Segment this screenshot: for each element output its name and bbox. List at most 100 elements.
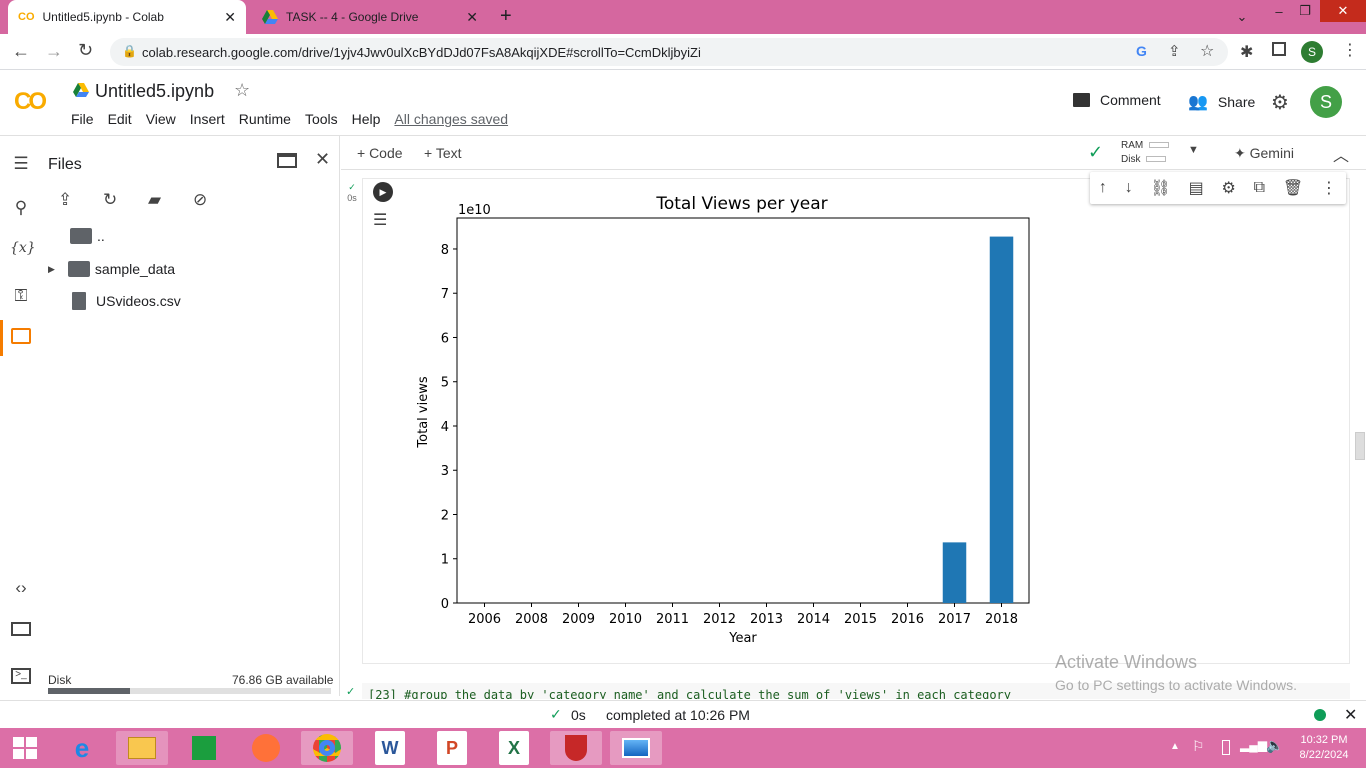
menu-tools[interactable]: Tools bbox=[304, 111, 338, 127]
notebook-area bbox=[341, 170, 1351, 696]
colab-logo-icon[interactable]: CO bbox=[14, 88, 47, 115]
internet-explorer-icon[interactable]: e bbox=[74, 732, 90, 763]
back-icon[interactable]: ← bbox=[12, 41, 30, 61]
run-cell-button[interactable]: ▶ bbox=[373, 182, 393, 202]
tab-drive[interactable]: TASK -- 4 - Google Drive ✕ bbox=[252, 0, 488, 34]
tray-volume-icon[interactable]: 🔈 bbox=[1266, 737, 1284, 753]
forward-icon[interactable]: → bbox=[45, 41, 63, 61]
close-panel-icon[interactable]: ✕ bbox=[315, 149, 331, 169]
bookmark-star-icon[interactable]: ☆ bbox=[1200, 43, 1215, 60]
profile-avatar[interactable]: S bbox=[1301, 41, 1323, 63]
comment-cell-icon[interactable]: ▤ bbox=[1188, 180, 1204, 197]
save-status-link[interactable]: All changes saved bbox=[394, 111, 509, 127]
bar-chart: Total Views per year 1e10 0 1 2 3 4 5 6 7 8 2006… bbox=[416, 194, 1030, 646]
file-explorer-icon[interactable] bbox=[116, 731, 168, 765]
scrollbar-thumb[interactable] bbox=[1355, 432, 1365, 460]
x-tick-label: 2010 bbox=[609, 612, 642, 627]
menu-insert[interactable]: Insert bbox=[189, 111, 225, 127]
menu-runtime[interactable]: Runtime bbox=[238, 111, 291, 127]
drive-icon bbox=[73, 83, 89, 97]
file-row-sample-data[interactable]: ▶ sample_data bbox=[48, 261, 175, 277]
comment-button[interactable]: Comment bbox=[1073, 92, 1161, 108]
tray-battery-icon[interactable] bbox=[1222, 740, 1230, 755]
resources-indicator[interactable]: RAM Disk bbox=[1121, 139, 1170, 167]
expand-arrow-icon[interactable]: ▶ bbox=[48, 263, 55, 274]
share-page-icon[interactable]: ⇪ bbox=[1168, 43, 1181, 60]
url-field[interactable]: 🔒 colab.research.google.com/drive/1yjv4J… bbox=[110, 38, 1228, 66]
account-avatar[interactable]: S bbox=[1310, 86, 1342, 118]
star-notebook-icon[interactable]: ☆ bbox=[234, 80, 251, 100]
photos-icon[interactable] bbox=[610, 731, 662, 765]
move-down-icon[interactable]: ↓ bbox=[1124, 179, 1133, 196]
y-tick-label: 2 bbox=[441, 508, 449, 523]
new-tab-button[interactable]: + bbox=[500, 5, 512, 27]
gemini-button[interactable]: ✦ Gemini bbox=[1234, 145, 1294, 162]
restore-button[interactable]: ❐ bbox=[1299, 3, 1311, 18]
new-tab-panel-icon[interactable] bbox=[277, 153, 297, 168]
mount-drive-icon[interactable]: ▰ bbox=[148, 190, 162, 209]
delete-icon[interactable]: 🗑 bbox=[1282, 180, 1304, 197]
settings-gear-icon[interactable]: ⚙ bbox=[1271, 92, 1289, 114]
tab-search-icon[interactable]: ⌄ bbox=[1236, 9, 1248, 24]
refresh-icon[interactable]: ↻ bbox=[103, 190, 118, 209]
menu-view[interactable]: View bbox=[145, 111, 176, 127]
code-snippets-icon[interactable]: ‹› bbox=[15, 578, 27, 597]
upload-file-icon[interactable]: ⇪ bbox=[58, 190, 73, 209]
excel-icon[interactable]: X bbox=[499, 731, 529, 765]
chrome-icon[interactable] bbox=[301, 731, 353, 765]
menu-file[interactable]: File bbox=[71, 111, 94, 127]
close-tab-icon[interactable]: ✕ bbox=[466, 9, 478, 25]
menu-help[interactable]: Help bbox=[351, 111, 381, 127]
powerpoint-icon[interactable]: P bbox=[437, 731, 467, 765]
tray-signal-icon[interactable]: ▂▄▆ bbox=[1240, 738, 1267, 752]
output-options-icon[interactable]: ☰ bbox=[373, 212, 388, 229]
file-row-usvideos[interactable]: USvideos.csv bbox=[72, 292, 181, 310]
tab-colab[interactable]: CO Untitled5.ipynb - Colab ✕ bbox=[8, 0, 246, 34]
next-cell-code[interactable]: [23] #group the data by 'category_name' … bbox=[362, 683, 1350, 699]
link-icon[interactable]: ⛓ bbox=[1150, 180, 1171, 197]
word-icon[interactable]: W bbox=[375, 731, 405, 765]
file-row-parent[interactable]: .. bbox=[70, 228, 105, 244]
tab-title: TASK -- 4 - Google Drive bbox=[286, 10, 419, 24]
x-tick-label: 2017 bbox=[938, 612, 971, 627]
table-of-contents-icon[interactable]: ☰ bbox=[13, 154, 29, 173]
firefox-icon[interactable] bbox=[240, 731, 292, 765]
tray-show-hidden-icon[interactable]: ▲ bbox=[1170, 741, 1180, 752]
minimize-button[interactable]: – bbox=[1275, 3, 1283, 19]
command-palette-icon[interactable] bbox=[11, 622, 31, 636]
move-up-icon[interactable]: ↑ bbox=[1098, 179, 1107, 196]
extensions-icon[interactable]: ✱ bbox=[1240, 44, 1254, 61]
mirror-cell-icon[interactable]: ⧉ bbox=[1253, 179, 1266, 196]
add-text-button[interactable]: + Text bbox=[424, 145, 462, 161]
notebook-title[interactable]: Untitled5.ipynb bbox=[95, 81, 215, 101]
side-panel-icon[interactable] bbox=[1272, 42, 1286, 56]
menu-edit[interactable]: Edit bbox=[107, 111, 132, 127]
tray-flag-icon[interactable]: ⚐ bbox=[1192, 738, 1205, 754]
resources-dropdown-icon[interactable]: ▼ bbox=[1188, 144, 1199, 156]
close-tab-icon[interactable]: ✕ bbox=[224, 9, 236, 25]
ram-label: RAM bbox=[1121, 140, 1144, 151]
cell-settings-icon[interactable]: ⚙ bbox=[1221, 180, 1236, 197]
close-window-button[interactable]: ✕ bbox=[1320, 0, 1366, 22]
files-folder-icon[interactable] bbox=[11, 328, 31, 344]
store-icon[interactable] bbox=[178, 731, 230, 765]
hide-files-icon[interactable]: ⊘ bbox=[193, 190, 208, 209]
google-lens-icon[interactable]: G bbox=[1136, 43, 1147, 59]
secrets-key-icon[interactable]: ⚿ bbox=[14, 286, 28, 305]
collapse-header-icon[interactable]: ︿ bbox=[1333, 148, 1350, 165]
shield-app-icon[interactable] bbox=[550, 731, 602, 765]
cell-output: Total Views per year 1e10 0 1 2 3 4 5 6 7 8 2006… bbox=[362, 178, 1350, 664]
terminal-icon[interactable]: >_ bbox=[11, 668, 31, 684]
start-windows-icon[interactable] bbox=[0, 731, 50, 765]
y-axis-label: Total views bbox=[416, 376, 431, 448]
share-button[interactable]: 👥 Share bbox=[1188, 92, 1255, 112]
clock-date: 8/22/2024 bbox=[1299, 749, 1349, 761]
add-code-button[interactable]: + Code bbox=[357, 145, 403, 161]
more-options-icon[interactable]: ⋮ bbox=[1321, 180, 1337, 197]
clock[interactable]: 10:32 PM 8/22/2024 bbox=[1292, 733, 1356, 763]
browser-menu-icon[interactable]: ⋮ bbox=[1342, 42, 1358, 59]
variables-icon[interactable]: {x} bbox=[10, 240, 36, 256]
reload-icon[interactable]: ↻ bbox=[78, 40, 94, 60]
close-status-icon[interactable]: ✕ bbox=[1344, 707, 1358, 724]
search-icon[interactable]: ⚲ bbox=[14, 198, 28, 217]
